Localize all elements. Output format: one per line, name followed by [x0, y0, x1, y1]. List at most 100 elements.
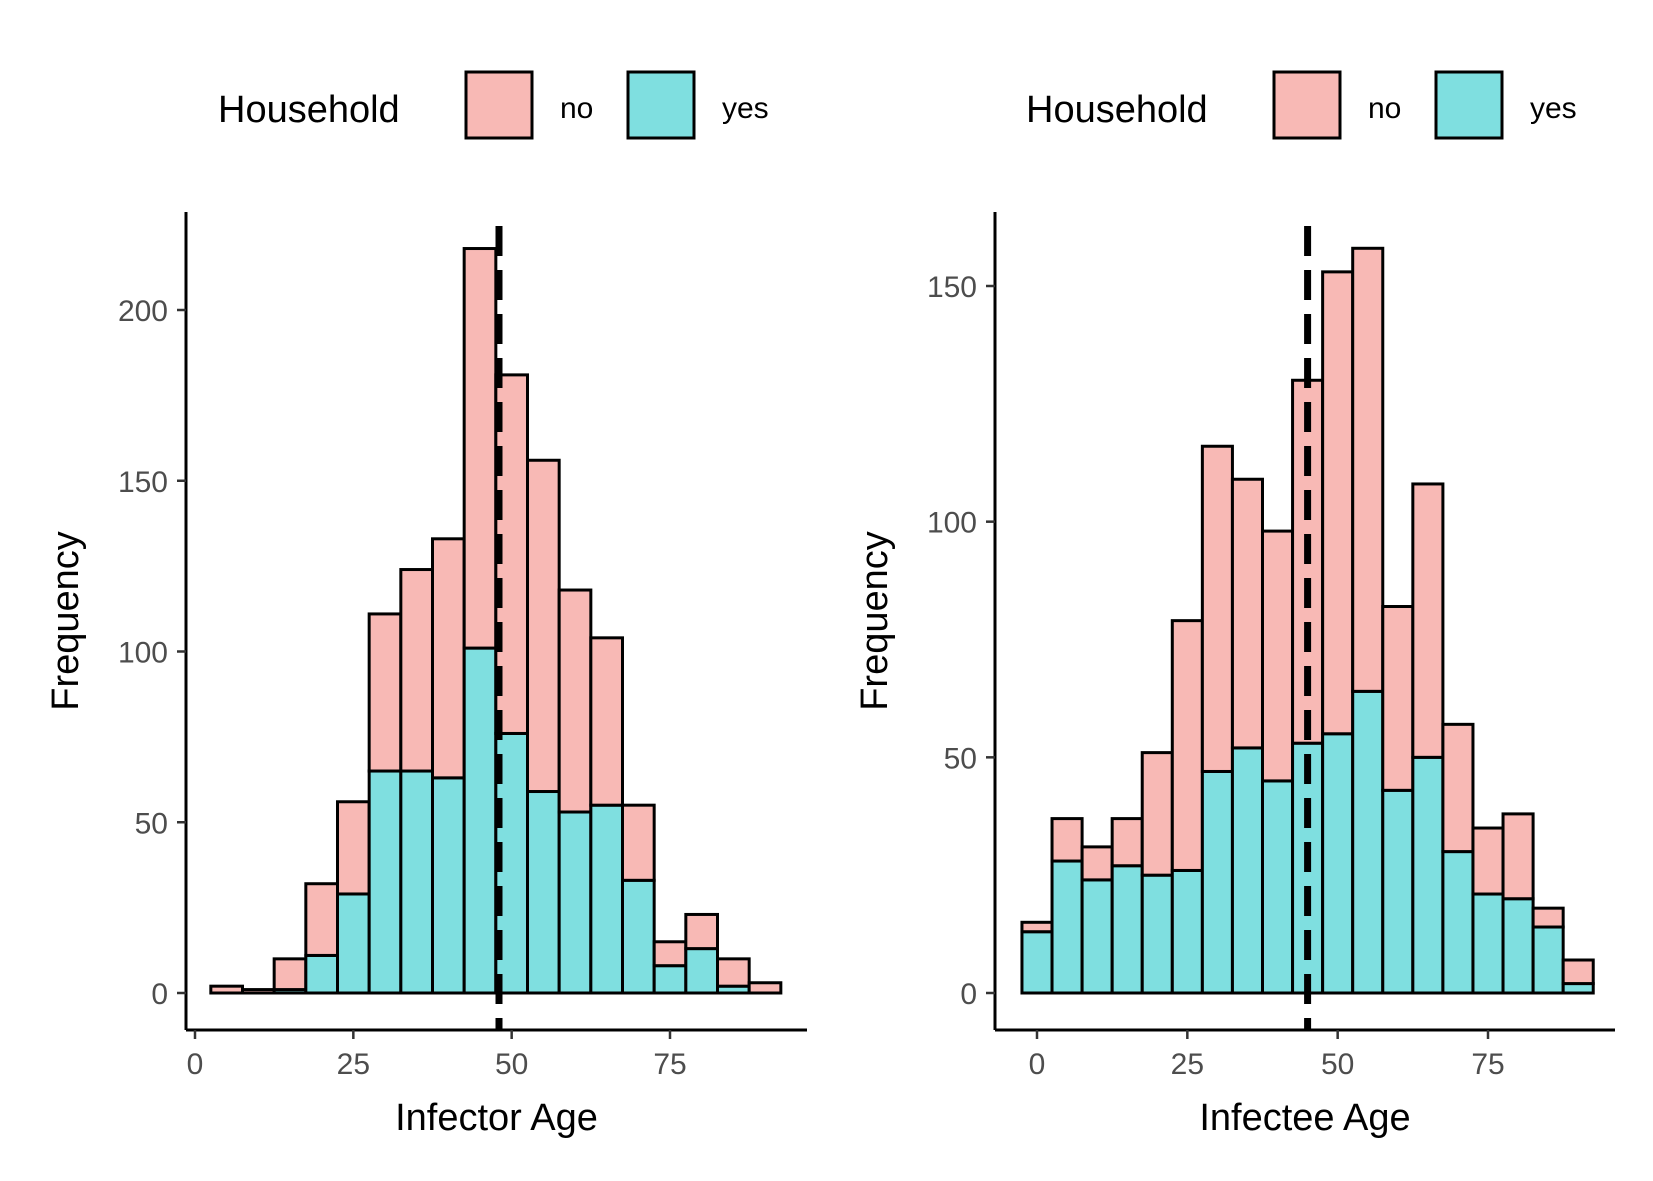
bar-no: [1411, 482, 1445, 759]
bar-yes: [1381, 788, 1415, 995]
bar-no: [1020, 920, 1054, 934]
legend-title: Household: [218, 89, 400, 131]
bar-no: [684, 912, 719, 951]
bar-yes: [1200, 769, 1234, 995]
bar-no: [589, 636, 624, 807]
bar-yes: [399, 769, 435, 995]
legend-swatch-yes: [1434, 70, 1504, 140]
legend-label-yes: yes: [722, 92, 769, 125]
legend-swatch-yes: [626, 70, 696, 140]
bar-no: [1140, 751, 1174, 877]
bar-yes: [431, 776, 466, 995]
y-axis-title: Frequency: [854, 531, 896, 711]
bar-yes: [621, 878, 656, 995]
y-tick-label: 150: [118, 466, 168, 499]
bar-yes: [1471, 892, 1505, 995]
bar-yes: [1230, 746, 1265, 995]
bar-no: [1170, 619, 1204, 872]
chart-panel-2: Household no yes 0 50 100 150 0 25 50 75 Infectee A…: [854, 70, 1615, 1139]
bar-no: [621, 803, 656, 882]
bar-no: [431, 537, 466, 780]
bar-yes: [1050, 859, 1084, 995]
bar-no: [1501, 812, 1535, 901]
bar-no: [1080, 845, 1114, 882]
bar-yes: [1351, 689, 1385, 995]
bar-no: [557, 588, 593, 814]
y-tick-label: 50: [944, 742, 977, 775]
y-tick-label: 0: [960, 978, 977, 1011]
bar-no: [209, 984, 244, 995]
bar-no: [747, 981, 783, 995]
bar-yes: [1080, 878, 1114, 995]
bar-no: [652, 940, 688, 968]
bar-no: [241, 988, 276, 995]
bar-yes: [336, 892, 371, 995]
legend-swatch-no: [1272, 70, 1342, 140]
bar-no: [1261, 529, 1295, 783]
bar-no: [272, 957, 308, 992]
x-tick-label: 25: [337, 1048, 370, 1081]
bar-no: [1471, 826, 1505, 896]
y-tick-label: 100: [118, 637, 168, 670]
x-tick-label: 50: [495, 1048, 528, 1081]
legend: Household no yes: [1026, 70, 1577, 140]
bar-no: [336, 800, 371, 896]
bar-yes: [589, 803, 624, 995]
bar-no: [399, 568, 435, 773]
x-tick-label: 50: [1321, 1048, 1354, 1081]
bar-yes: [462, 646, 498, 995]
bar-no: [1110, 817, 1144, 868]
x-axis-title: Infector Age: [395, 1097, 598, 1139]
y-axis-title: Frequency: [45, 531, 87, 711]
bar-yes: [1531, 925, 1565, 995]
bar-yes: [304, 953, 340, 995]
y-tick-label: 100: [927, 507, 977, 540]
bar-yes: [652, 964, 688, 995]
legend: Household no yes: [218, 70, 769, 140]
bar-yes: [1321, 732, 1355, 995]
bar-no: [716, 957, 751, 988]
bar-no: [1441, 722, 1475, 854]
legend-label-yes: yes: [1530, 92, 1577, 125]
y-tick-label: 150: [927, 271, 977, 304]
legend-label-no: no: [1368, 92, 1401, 125]
x-tick-label: 0: [1029, 1048, 1046, 1081]
bar-no: [1321, 270, 1355, 736]
bar-yes: [1261, 779, 1295, 995]
bar-yes: [1170, 868, 1204, 995]
bar-yes: [1411, 755, 1445, 995]
bar-yes: [1020, 930, 1054, 995]
bar-yes: [1110, 864, 1144, 995]
y-tick-label: 200: [118, 295, 168, 328]
bars: [1020, 246, 1595, 995]
bar-no: [1561, 958, 1595, 986]
x-tick-label: 25: [1171, 1048, 1204, 1081]
x-axis-title: Infectee Age: [1199, 1097, 1410, 1139]
bar-yes: [1441, 850, 1475, 995]
x-tick-label: 75: [1471, 1048, 1504, 1081]
bar-no: [367, 612, 403, 773]
bar-no: [1200, 444, 1234, 773]
bar-no: [526, 458, 561, 794]
bar-no: [462, 247, 498, 650]
bar-no: [1351, 246, 1385, 693]
bar-yes: [526, 790, 561, 995]
bar-no: [1230, 477, 1265, 750]
legend-swatch-no: [464, 70, 534, 140]
bar-yes: [684, 947, 719, 995]
x-tick-label: 75: [653, 1048, 686, 1081]
x-tick-label: 0: [187, 1048, 204, 1081]
bars: [209, 247, 783, 995]
bar-no: [304, 882, 340, 957]
bar-yes: [367, 769, 403, 995]
bar-no: [1050, 817, 1084, 863]
legend-title: Household: [1026, 89, 1208, 131]
legend-label-no: no: [560, 92, 593, 125]
bar-yes: [1501, 897, 1535, 995]
bar-no: [1381, 605, 1415, 792]
bar-no: [1531, 906, 1565, 929]
chart-panel-1: Household no yes 0 50 100 150 200 0 25 50 75 Infecto…: [45, 70, 807, 1139]
bar-yes: [557, 810, 593, 995]
y-tick-label: 50: [135, 807, 168, 840]
